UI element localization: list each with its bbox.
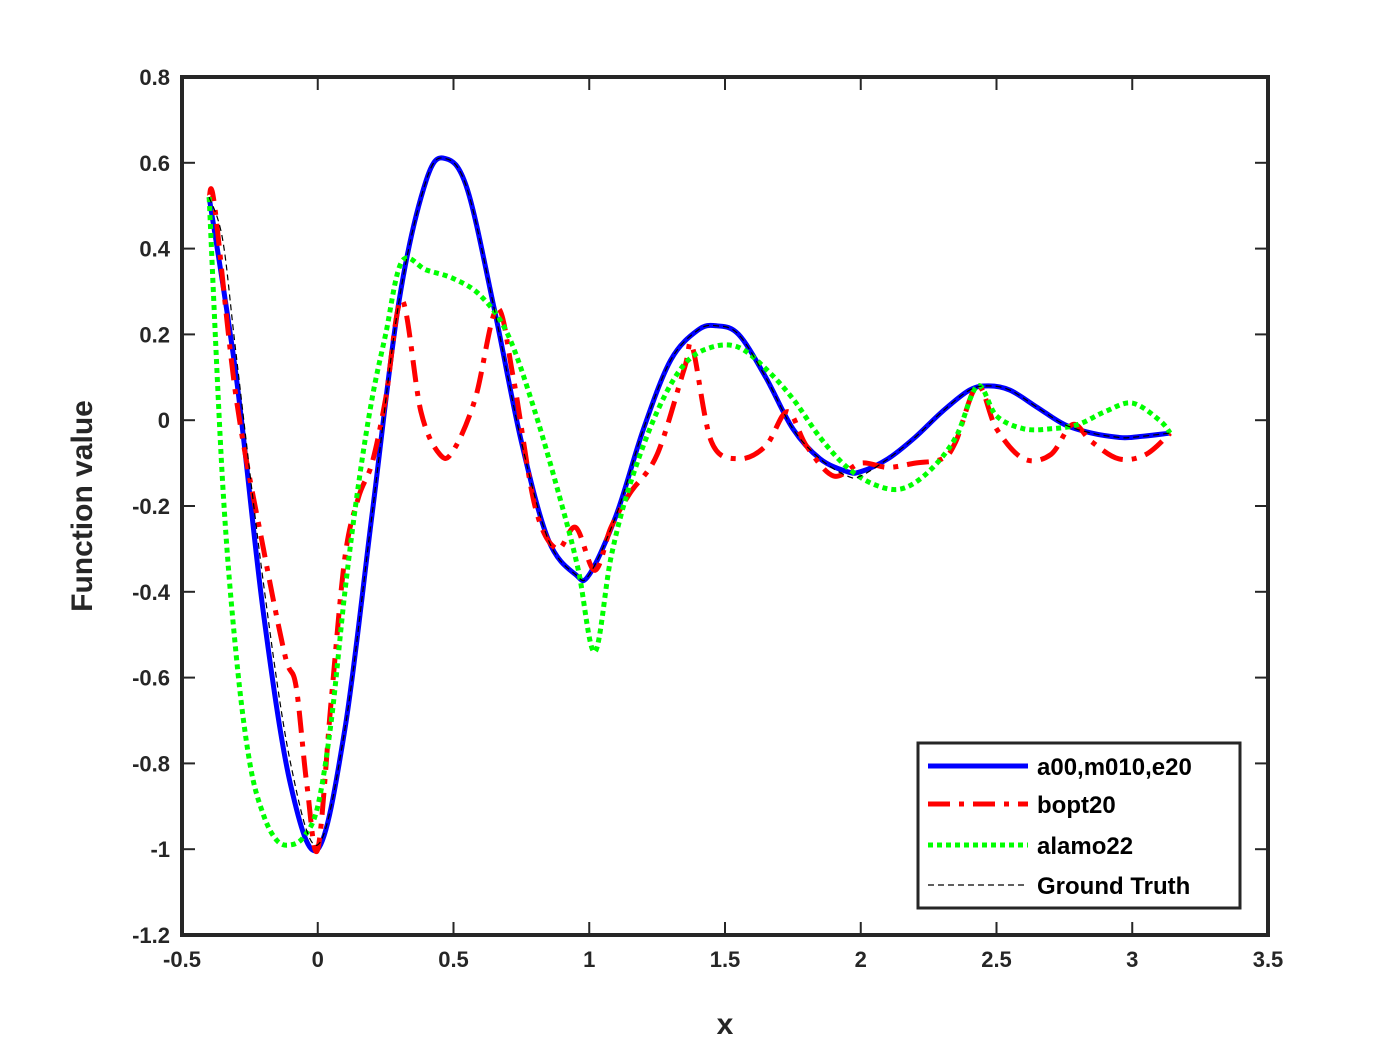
y-tick-label: -0.8	[132, 751, 170, 776]
series-line-1	[206, 186, 1172, 855]
y-tick-label: 0	[158, 408, 170, 433]
y-tick-label: -0.6	[132, 666, 170, 691]
x-axis-label: x	[717, 1008, 734, 1041]
x-tick-label: 2.5	[981, 947, 1012, 972]
legend-label-3: Ground Truth	[1037, 873, 1190, 900]
legend-box	[916, 741, 1242, 910]
y-axis-label: Function value	[66, 400, 99, 612]
y-tick-label: 0.2	[139, 322, 170, 347]
legend-entries: a00,m010,e20 bopt20 alamo22 Ground Truth	[928, 754, 1192, 900]
x-tick-label: -0.5	[163, 947, 201, 972]
y-tick-label: 0.6	[139, 151, 170, 176]
plot-frame	[180, 75, 1270, 937]
x-tick-label: 3	[1126, 947, 1138, 972]
legend: a00,m010,e20 bopt20 alamo22 Ground Truth	[916, 741, 1242, 910]
series-line-2	[206, 197, 1173, 848]
y-tick-label: -1.2	[132, 923, 170, 948]
x-tick-label: 0	[312, 947, 324, 972]
series-layer	[206, 155, 1173, 855]
tick-labels: -0.5 0 0.5 1 1.5 2 2.5 3 3.5 -1.2 -1 -0.8 -0.6 -0.4 -0…	[132, 65, 1283, 972]
y-tick-label: -1	[150, 837, 170, 862]
legend-label-1: bopt20	[1037, 792, 1116, 819]
y-tick-label: -0.2	[132, 494, 170, 519]
y-tick-label: -0.4	[132, 580, 171, 605]
y-tick-label: 0.8	[139, 65, 170, 90]
x-tick-label: 1.5	[710, 947, 741, 972]
x-tick-label: 1	[583, 947, 595, 972]
x-tick-label: 3.5	[1253, 947, 1284, 972]
x-tick-label: 0.5	[438, 947, 469, 972]
x-tick-label: 2	[855, 947, 867, 972]
legend-label-2: alamo22	[1037, 833, 1133, 860]
legend-label-0: a00,m010,e20	[1037, 754, 1192, 781]
series-line-3	[208, 157, 1171, 846]
y-tick-label: 0.4	[139, 237, 170, 262]
